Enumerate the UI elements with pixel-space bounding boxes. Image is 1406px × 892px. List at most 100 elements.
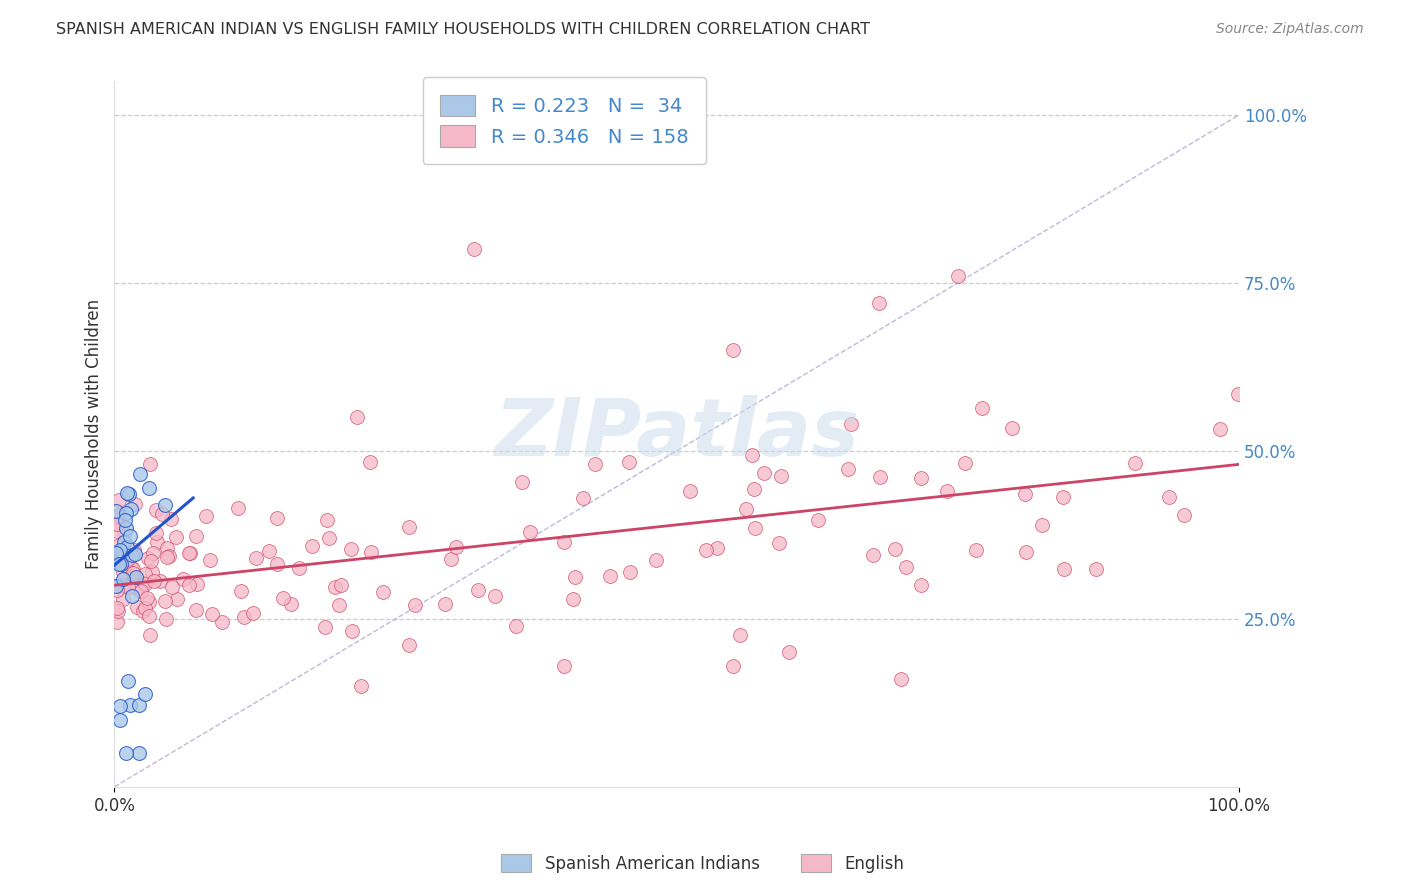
Point	[868, 296, 890, 310]
Point	[111, 565, 134, 579]
Point	[837, 462, 859, 476]
Point	[695, 542, 717, 557]
Point	[138, 458, 160, 472]
Point	[117, 580, 139, 594]
Point	[105, 579, 128, 593]
Point	[128, 746, 150, 760]
Legend: R = 0.223   N =  34, R = 0.346   N = 158: R = 0.223 N = 34, R = 0.346 N = 158	[423, 77, 706, 164]
Point	[105, 579, 128, 593]
Point	[561, 591, 583, 606]
Text: SPANISH AMERICAN INDIAN VS ENGLISH FAMILY HOUSEHOLDS WITH CHILDREN CORRELATION C: SPANISH AMERICAN INDIAN VS ENGLISH FAMIL…	[56, 22, 870, 37]
Point	[105, 540, 128, 554]
Point	[120, 502, 142, 516]
Point	[145, 525, 167, 540]
Point	[121, 590, 143, 604]
Point	[132, 604, 155, 618]
Point	[1123, 457, 1146, 471]
Point	[619, 566, 641, 580]
Point	[134, 566, 156, 581]
Point	[617, 455, 640, 469]
Point	[398, 519, 420, 533]
Point	[446, 540, 468, 554]
Point	[105, 582, 128, 597]
Point	[965, 543, 987, 558]
Point	[1159, 491, 1181, 505]
Point	[108, 713, 131, 727]
Point	[107, 493, 129, 508]
Point	[198, 553, 221, 567]
Point	[359, 455, 381, 469]
Point	[553, 659, 575, 673]
Point	[233, 609, 256, 624]
Point	[398, 638, 420, 652]
Point	[114, 513, 136, 527]
Point	[128, 698, 150, 712]
Point	[141, 554, 163, 568]
Point	[884, 541, 907, 556]
Point	[110, 557, 132, 571]
Point	[114, 558, 136, 572]
Point	[741, 448, 763, 462]
Point	[328, 599, 350, 613]
Point	[117, 487, 139, 501]
Point	[744, 521, 766, 535]
Point	[124, 547, 146, 561]
Point	[138, 609, 160, 624]
Point	[1227, 387, 1250, 401]
Point	[862, 548, 884, 562]
Point	[936, 484, 959, 499]
Point	[134, 686, 156, 700]
Point	[129, 467, 152, 481]
Point	[121, 561, 143, 575]
Point	[1014, 486, 1036, 500]
Point	[890, 673, 912, 687]
Point	[105, 508, 128, 523]
Point	[145, 503, 167, 517]
Point	[910, 578, 932, 592]
Point	[186, 529, 208, 543]
Point	[323, 580, 346, 594]
Point	[112, 535, 135, 549]
Point	[770, 469, 793, 483]
Text: Source: ZipAtlas.com: Source: ZipAtlas.com	[1216, 22, 1364, 37]
Point	[953, 456, 976, 470]
Point	[271, 591, 294, 605]
Point	[121, 566, 143, 581]
Point	[138, 595, 160, 609]
Point	[404, 598, 426, 612]
Point	[679, 484, 702, 499]
Point	[122, 562, 145, 576]
Y-axis label: Family Households with Children: Family Households with Children	[86, 299, 103, 569]
Point	[1052, 562, 1074, 576]
Point	[301, 539, 323, 553]
Point	[146, 535, 169, 549]
Point	[134, 601, 156, 615]
Point	[839, 417, 862, 432]
Point	[139, 628, 162, 642]
Point	[153, 498, 176, 512]
Point	[134, 577, 156, 591]
Point	[519, 524, 541, 539]
Point	[288, 561, 311, 575]
Point	[342, 624, 364, 638]
Point	[706, 541, 728, 555]
Point	[107, 604, 129, 618]
Point	[172, 572, 194, 586]
Point	[645, 553, 668, 567]
Point	[1084, 562, 1107, 576]
Point	[125, 600, 148, 615]
Point	[571, 491, 593, 506]
Point	[807, 513, 830, 527]
Point	[179, 546, 201, 560]
Point	[150, 507, 173, 521]
Point	[583, 458, 606, 472]
Point	[122, 574, 145, 588]
Point	[125, 570, 148, 584]
Point	[117, 552, 139, 566]
Point	[869, 470, 891, 484]
Point	[754, 466, 776, 480]
Point	[127, 582, 149, 596]
Point	[768, 535, 790, 549]
Point	[121, 548, 143, 562]
Point	[484, 589, 506, 603]
